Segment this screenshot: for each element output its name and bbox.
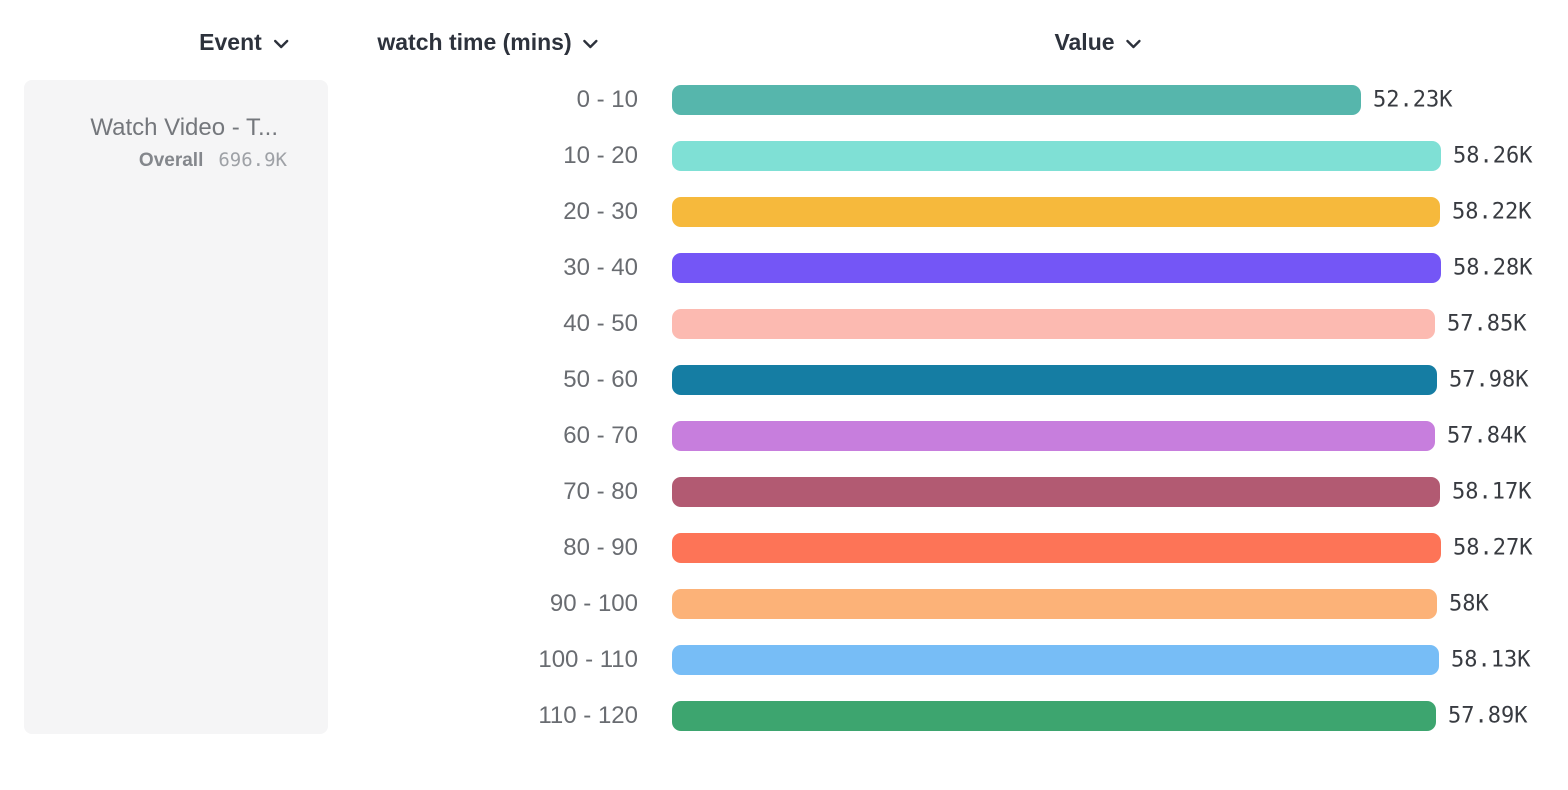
bar-segment[interactable] [672, 253, 1441, 283]
overall-value: 696.9K [218, 149, 287, 171]
category-label: 0 - 10 [576, 86, 638, 113]
bar-segment[interactable] [672, 477, 1440, 507]
chart-row: 80 - 90 58.27K [0, 520, 1568, 576]
value-label: 58K [1449, 591, 1489, 617]
bar-segment[interactable] [672, 533, 1441, 563]
value-label: 58.26K [1453, 143, 1533, 169]
chart-row: 0 - 10 52.23K [0, 72, 1568, 128]
chart-row: 110 - 120 57.89K [0, 688, 1568, 744]
chart-row: 90 - 100 58K [0, 576, 1568, 632]
chevron-down-icon [1126, 39, 1141, 48]
category-label: 10 - 20 [563, 142, 638, 169]
chart-row: 40 - 50 57.85K [0, 296, 1568, 352]
bar-segment[interactable] [672, 589, 1437, 619]
category-label: 20 - 30 [563, 198, 638, 225]
category-label: 40 - 50 [563, 310, 638, 337]
category-label: 50 - 60 [563, 366, 638, 393]
column-header-event[interactable]: Event [199, 27, 289, 57]
bar-segment[interactable] [672, 421, 1435, 451]
column-header-value[interactable]: Value [1054, 27, 1141, 57]
value-label: 58.22K [1452, 199, 1532, 225]
category-label: 30 - 40 [563, 254, 638, 281]
column-header-value-label: Value [1054, 28, 1115, 55]
category-label: 80 - 90 [563, 534, 638, 561]
chevron-down-icon [583, 39, 598, 48]
bar-segment[interactable] [672, 197, 1440, 227]
overall-row: Overall 696.9K [24, 149, 328, 172]
category-label: 100 - 110 [538, 646, 638, 673]
bar-segment[interactable] [672, 141, 1441, 171]
chevron-down-icon [273, 39, 289, 48]
value-label: 58.13K [1451, 647, 1531, 673]
bar-segment[interactable] [672, 309, 1435, 339]
value-label: 52.23K [1373, 87, 1453, 113]
value-label: 57.98K [1449, 367, 1529, 393]
bar-segment[interactable] [672, 365, 1437, 395]
category-label: 110 - 120 [538, 702, 638, 729]
chart-row: 70 - 80 58.17K [0, 464, 1568, 520]
chart-row: 10 - 20 58.26K [0, 128, 1568, 184]
chart-row: 100 - 110 58.13K [0, 632, 1568, 688]
chart-row: 60 - 70 57.84K [0, 408, 1568, 464]
value-label: 58.28K [1453, 255, 1533, 281]
chart-row: 50 - 60 57.98K [0, 352, 1568, 408]
category-label: 60 - 70 [563, 422, 638, 449]
bar-segment[interactable] [672, 85, 1361, 115]
category-label: 90 - 100 [549, 590, 638, 617]
column-header-breakdown[interactable]: watch time (mins) [377, 27, 598, 57]
category-label: 70 - 80 [563, 478, 638, 505]
column-header-event-label: Event [199, 28, 262, 55]
chart-row: 30 - 40 58.28K [0, 240, 1568, 296]
value-label: 58.17K [1452, 479, 1532, 505]
bar-segment[interactable] [672, 645, 1439, 675]
chart-row: 20 - 30 58.22K [0, 184, 1568, 240]
event-title: Watch Video - T... [90, 114, 278, 141]
value-label: 57.84K [1447, 423, 1527, 449]
event-card[interactable]: Watch Video - T... Overall 696.9K [24, 80, 328, 734]
column-header-breakdown-label: watch time (mins) [377, 28, 572, 55]
overall-label: Overall [138, 150, 204, 171]
value-label: 58.27K [1453, 535, 1533, 561]
bar-segment[interactable] [672, 701, 1436, 731]
value-label: 57.89K [1448, 703, 1528, 729]
value-label: 57.85K [1447, 311, 1527, 337]
